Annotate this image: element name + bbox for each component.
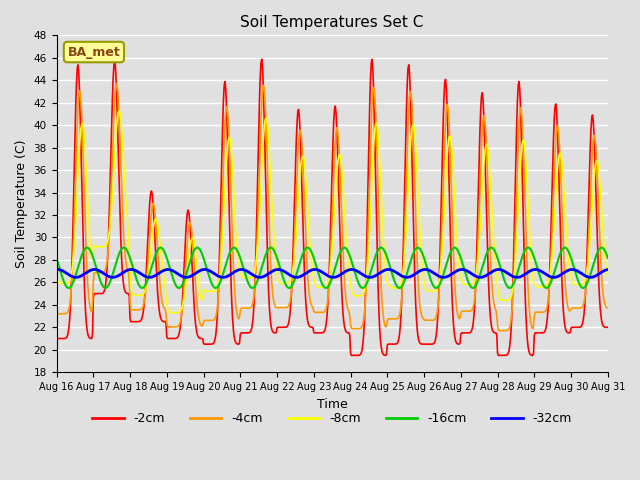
Text: BA_met: BA_met (68, 46, 120, 59)
X-axis label: Time: Time (317, 397, 348, 410)
Legend: -2cm, -4cm, -8cm, -16cm, -32cm: -2cm, -4cm, -8cm, -16cm, -32cm (87, 407, 577, 430)
Y-axis label: Soil Temperature (C): Soil Temperature (C) (15, 140, 28, 268)
Title: Soil Temperatures Set C: Soil Temperatures Set C (241, 15, 424, 30)
